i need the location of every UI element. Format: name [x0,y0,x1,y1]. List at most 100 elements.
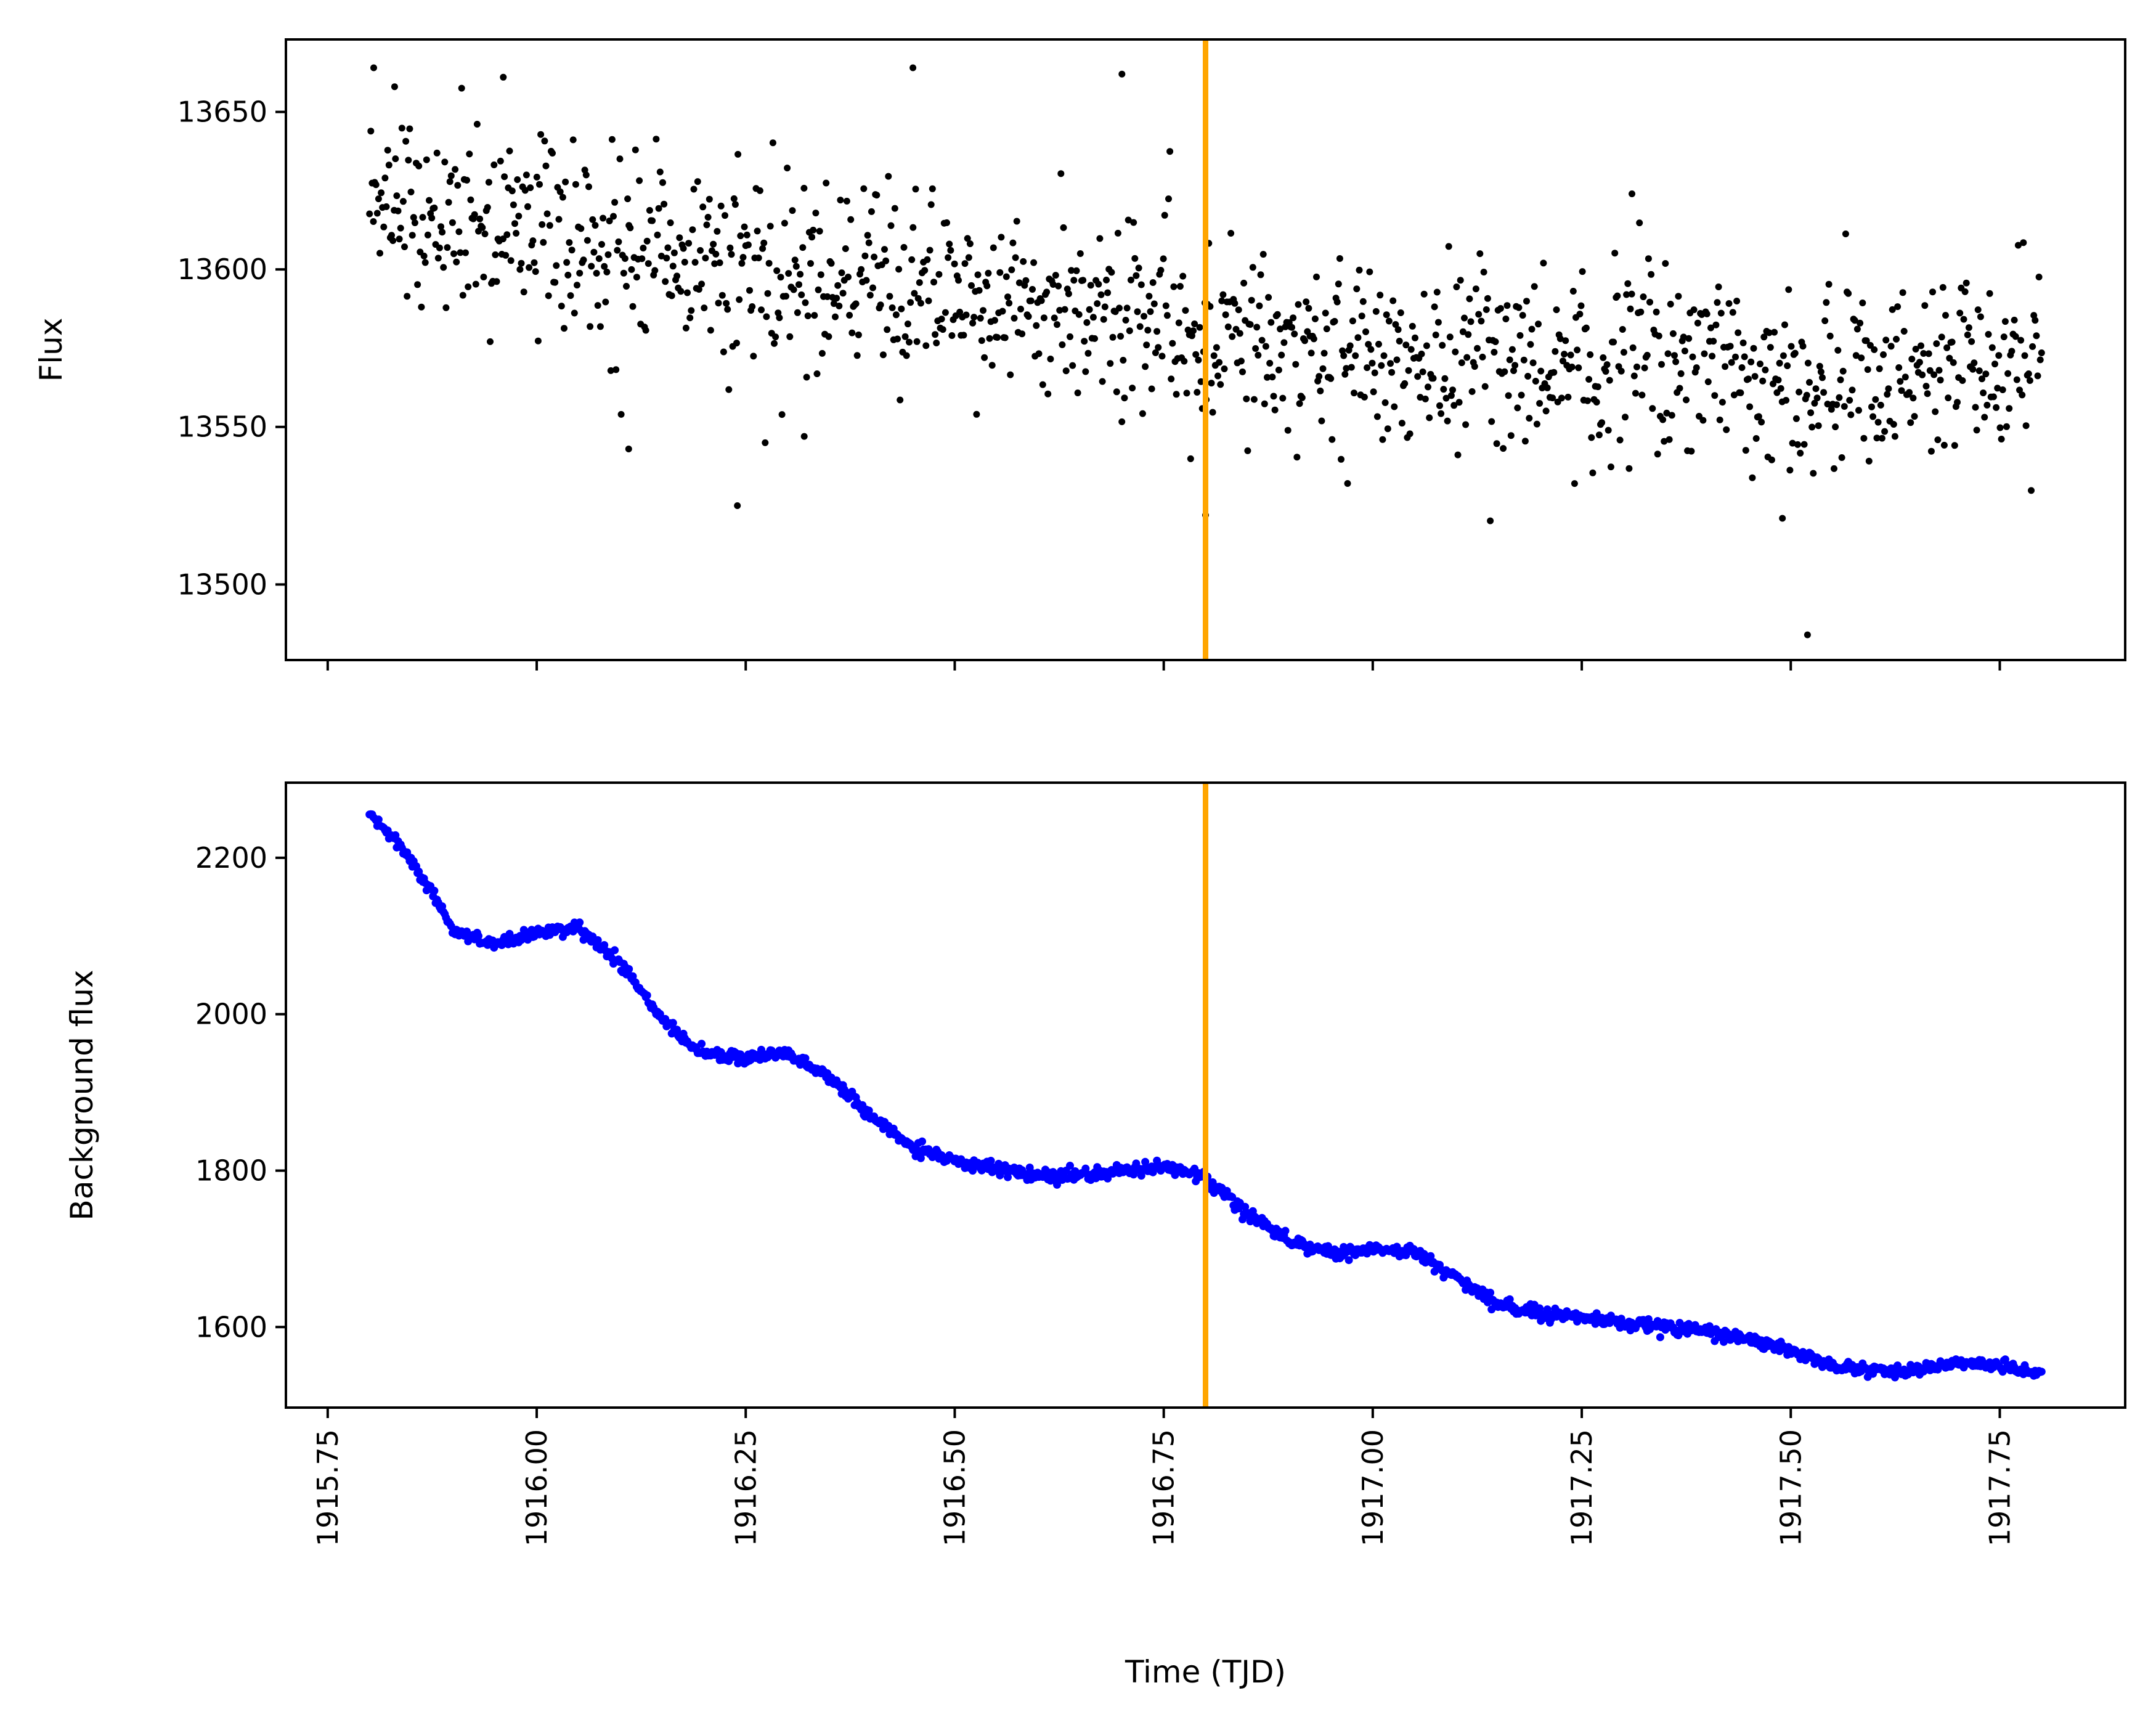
data-point [1257,271,1264,279]
data-point [2004,370,2012,377]
data-point [1439,341,1446,349]
data-point [1377,292,1384,299]
data-point [1249,264,1256,271]
data-point [396,235,403,243]
data-point [1877,401,1884,409]
data-point [777,274,784,281]
data-point [1866,341,1874,349]
data-point [430,886,439,895]
data-point [983,282,991,290]
data-point [786,333,794,340]
data-point [716,259,723,266]
data-point [463,176,471,184]
data-point [913,338,921,345]
data-point [506,147,513,155]
data-point [895,266,903,273]
data-point [669,263,677,270]
data-point [1011,314,1018,322]
data-point [1688,447,1695,455]
data-point [1430,375,1437,382]
data-point [885,173,892,180]
data-point [2011,316,2018,324]
data-point [1166,148,1174,155]
data-point [1157,267,1165,274]
data-point [1993,404,2000,411]
data-point [1236,330,1243,337]
data-point [1298,394,1306,401]
data-point [1176,283,1184,290]
data-point [1723,426,1730,433]
data-point [1147,308,1154,316]
data-point [1317,387,1324,394]
data-point [1655,332,1662,340]
data-point [1574,346,1581,354]
data-point [938,316,945,323]
data-point [757,1045,765,1054]
data-point [922,342,930,349]
data-point [917,300,924,307]
data-point [1196,324,1203,331]
data-point [516,266,524,273]
data-point [927,201,935,208]
data-point [1912,346,1919,353]
data-point [1296,400,1303,407]
data-point [670,249,678,256]
data-point [1898,387,1905,394]
data-point [1617,367,1625,375]
data-point [1179,272,1187,280]
data-point [1134,308,1141,316]
data-point [1890,421,1897,428]
data-point [991,317,998,324]
data-point [1994,385,2001,392]
data-point [1084,349,1092,357]
data-point [1707,324,1714,332]
x-tick-label: 1917.25 [1565,1429,1598,1546]
data-point [1991,361,1998,368]
data-point [397,224,404,232]
data-point [384,147,391,154]
data-point [1742,447,1749,454]
y-tick-label: 13600 [177,253,267,286]
data-point [1075,311,1083,318]
data-point [593,269,600,277]
data-point [1982,370,1990,378]
data-point [1019,330,1026,338]
flux-y-axis: 13500 13550 13600 13650 [177,96,286,601]
x-tick-label: 1915.75 [311,1429,344,1546]
data-point [556,188,564,195]
data-point [824,293,831,300]
data-point [1893,335,1900,343]
data-point [1035,350,1043,357]
data-point [1407,346,1415,353]
data-point [677,288,685,295]
data-point [514,176,521,183]
data-point [802,299,809,306]
data-point [442,304,450,311]
data-point [611,946,619,955]
data-point [881,246,888,253]
data-point [1807,409,1815,417]
data-point [741,223,748,230]
data-point [744,241,752,248]
data-point [1933,340,1940,348]
data-point [1290,314,1297,322]
data-point [2001,1355,2009,1364]
data-point [1817,368,1824,375]
data-point [481,230,489,237]
data-point [1384,425,1391,433]
data-point [1693,364,1700,372]
data-point [1620,349,1627,356]
data-point [1918,342,1924,349]
data-point [916,1154,925,1162]
data-point [892,311,900,319]
data-point [1757,361,1763,367]
data-point [974,271,982,279]
data-point [882,257,890,264]
data-point [1616,436,1624,444]
data-point [1644,1315,1653,1323]
data-point [1426,414,1433,422]
data-point [1709,353,1716,360]
data-point [636,177,643,184]
data-point [1481,383,1489,390]
data-point [778,411,786,418]
